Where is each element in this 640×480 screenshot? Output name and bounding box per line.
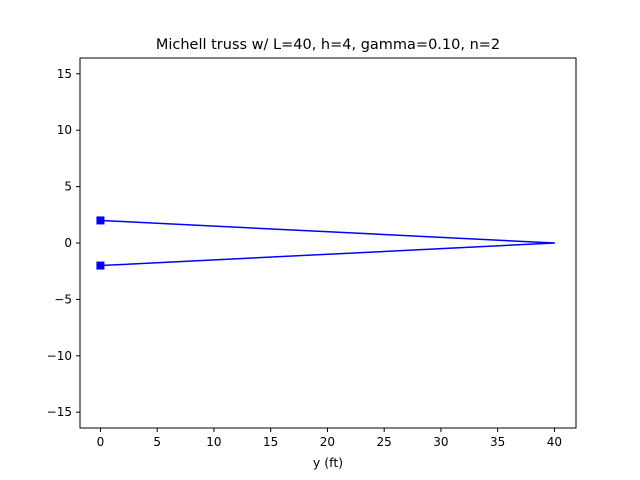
square-marker-1 <box>96 261 105 270</box>
y-tick-label: −5 <box>54 292 72 306</box>
x-tick-label: 35 <box>490 435 505 449</box>
y-tick-label: 0 <box>64 236 72 250</box>
y-tick-label: 5 <box>64 180 72 194</box>
y-tick-label: −15 <box>47 405 72 419</box>
y-tick-label: −10 <box>47 349 72 363</box>
chart-title: Michell truss w/ L=40, h=4, gamma=0.10, … <box>156 37 500 53</box>
y-axis-ticks: −15 −10 −5 0 5 10 15 <box>47 67 80 419</box>
y-tick-label: 10 <box>57 123 72 137</box>
series-layer <box>100 219 556 267</box>
x-tick-label: 15 <box>263 435 278 449</box>
x-tick-label: 40 <box>547 435 562 449</box>
x-tick-label: 20 <box>320 435 335 449</box>
series-line-0 <box>100 219 556 267</box>
x-axis-ticks: 0 5 10 15 20 25 30 35 40 <box>97 428 562 449</box>
square-marker-0 <box>96 216 105 225</box>
y-tick-label: 15 <box>57 67 72 81</box>
x-axis-label: y (ft) <box>313 455 343 470</box>
plot-area <box>80 58 576 428</box>
x-tick-label: 25 <box>377 435 392 449</box>
x-tick-label: 5 <box>153 435 161 449</box>
x-tick-label: 30 <box>433 435 448 449</box>
x-tick-label: 10 <box>206 435 221 449</box>
marker-layer <box>96 216 105 270</box>
x-tick-label: 0 <box>97 435 105 449</box>
plot-background <box>80 58 576 428</box>
